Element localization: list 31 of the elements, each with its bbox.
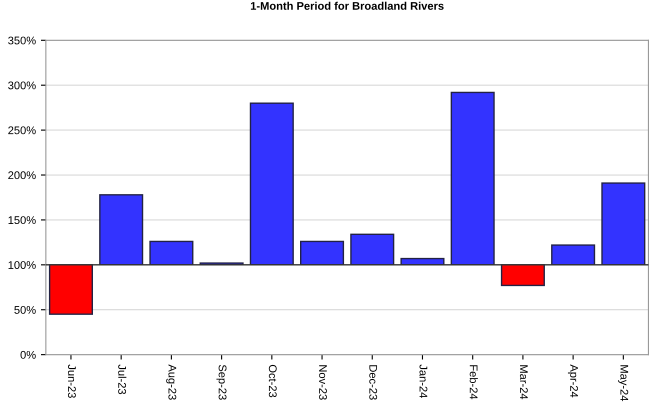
x-tick-label: Jun-23 <box>68 364 76 398</box>
bar <box>601 182 646 266</box>
bar <box>99 194 144 266</box>
bar <box>350 234 394 266</box>
bar <box>149 240 194 266</box>
x-tick-label: Jan-24 <box>419 364 428 398</box>
x-tick-label: May-24 <box>618 365 628 402</box>
bar <box>551 244 596 266</box>
bar <box>500 264 545 286</box>
chart-title: 1-Month Period for Broadland Rivers <box>250 2 444 10</box>
y-tick-label: 200% <box>8 171 36 180</box>
x-tick-label: Nov-23 <box>319 365 327 400</box>
x-tick-label: Dec-23 <box>369 365 378 400</box>
bar <box>300 240 344 266</box>
bar <box>48 264 93 315</box>
y-tick-label: 350% <box>8 36 36 44</box>
bar <box>450 92 495 266</box>
y-tick-label: 50% <box>14 306 36 314</box>
x-tick-label: Mar-24 <box>520 365 528 400</box>
y-tick-label: 250% <box>8 126 36 134</box>
y-tick-label: 300% <box>8 81 36 90</box>
y-tick-label: 100% <box>8 261 36 269</box>
bar <box>250 102 294 266</box>
x-tick-label: Oct-23 <box>268 364 277 398</box>
y-tick-label: 150% <box>8 216 36 224</box>
x-tick-label: Apr-24 <box>568 364 578 398</box>
x-tick-label: Aug-23 <box>166 364 176 400</box>
y-tick-label: 0% <box>20 350 36 359</box>
x-tick-label: Sep-23 <box>216 364 226 400</box>
x-tick-label: Jul-23 <box>118 364 126 394</box>
x-tick-label: Feb-24 <box>470 365 478 400</box>
